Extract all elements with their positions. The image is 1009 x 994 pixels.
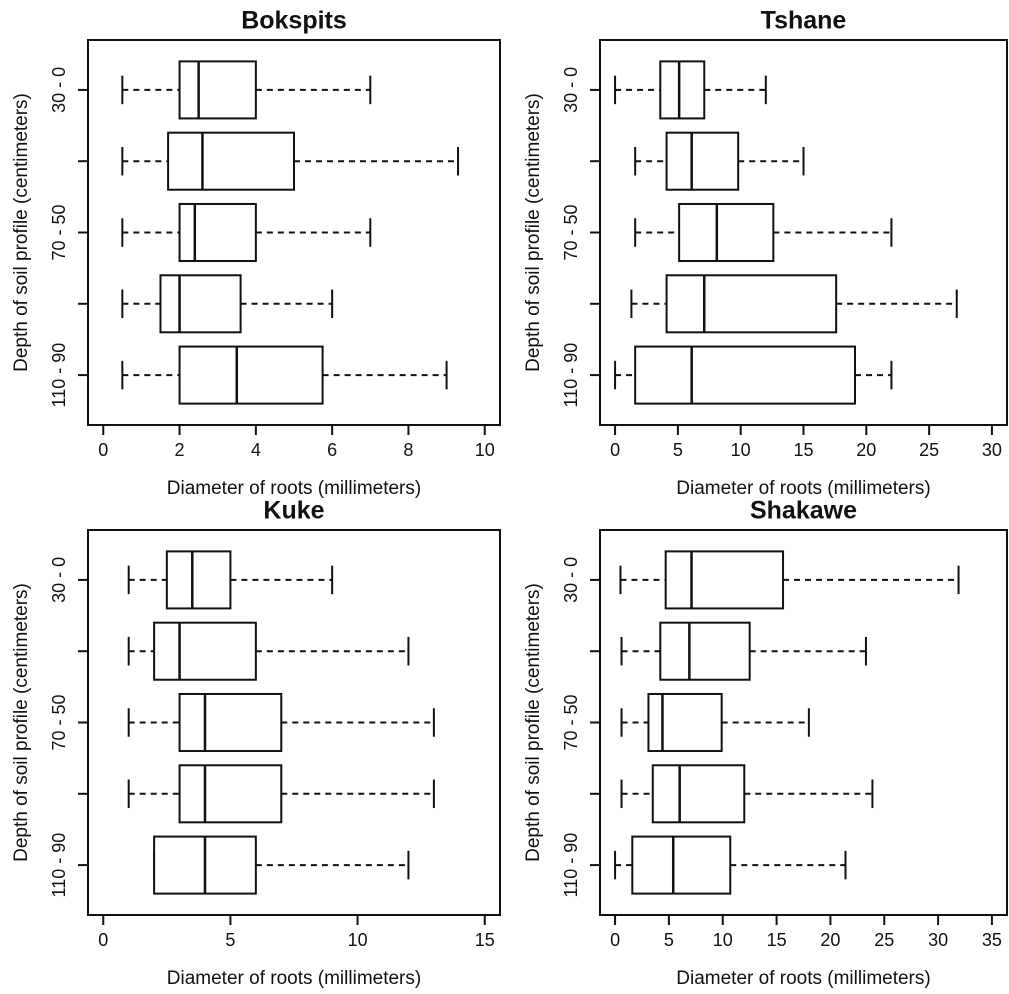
x-tick-label: 20	[820, 930, 840, 950]
box	[165, 550, 232, 610]
x-tick-label: 25	[919, 440, 939, 460]
y-tick-label: 70 - 50	[49, 694, 69, 750]
x-tick-label: 15	[475, 930, 495, 950]
x-tick-label: 8	[403, 440, 413, 460]
y-tick-label: 110 - 90	[49, 833, 69, 898]
y-tick-label: 110 - 90	[561, 833, 581, 898]
box	[665, 274, 838, 334]
box	[178, 764, 283, 824]
x-tick-label: 10	[713, 930, 733, 950]
x-tick-label: 0	[98, 440, 108, 460]
y-tick-label: 110 - 90	[561, 343, 581, 408]
x-tick-label: 4	[251, 440, 261, 460]
y-tick-label: 110 - 90	[49, 343, 69, 408]
y-axis-label: Depth of soil profile (centimeters)	[11, 583, 32, 862]
chart-title: Shakawe	[750, 497, 857, 525]
box	[153, 621, 257, 681]
x-tick-label: 5	[664, 930, 674, 950]
y-axis-label: Depth of soil profile (centimeters)	[11, 93, 32, 372]
x-tick-label: 10	[731, 440, 751, 460]
box	[159, 274, 242, 334]
x-tick-label: 30	[928, 930, 948, 950]
x-axis-label: Diameter of roots (millimeters)	[167, 968, 421, 989]
x-tick-label: 20	[856, 440, 876, 460]
x-tick-label: 30	[982, 440, 1002, 460]
chart-title: Tshane	[761, 7, 847, 35]
x-tick-label: 35	[982, 930, 1002, 950]
y-tick-label: 70 - 50	[49, 204, 69, 260]
box	[631, 835, 732, 895]
box	[651, 764, 746, 824]
y-axis-label: Depth of soil profile (centimeters)	[523, 583, 544, 862]
x-tick-label: 5	[225, 930, 235, 950]
y-tick-label: 30 - 0	[49, 557, 69, 603]
x-tick-label: 10	[348, 930, 368, 950]
chart-title: Kuke	[263, 497, 324, 525]
x-axis-label: Diameter of roots (millimeters)	[167, 478, 421, 499]
x-tick-label: 10	[475, 440, 495, 460]
box	[634, 345, 857, 405]
box	[664, 550, 785, 610]
box	[659, 621, 751, 681]
box	[647, 692, 723, 753]
box	[178, 202, 257, 263]
x-axis-label: Diameter of roots (millimeters)	[676, 968, 930, 989]
box	[678, 202, 775, 263]
x-tick-label: 6	[327, 440, 337, 460]
x-axis-label: Diameter of roots (millimeters)	[676, 478, 930, 499]
y-tick-label: 70 - 50	[561, 694, 581, 750]
y-tick-label: 70 - 50	[561, 204, 581, 260]
y-tick-label: 30 - 0	[49, 67, 69, 113]
y-tick-label: 30 - 0	[561, 67, 581, 113]
x-tick-label: 0	[98, 930, 108, 950]
box	[167, 131, 295, 191]
x-tick-label: 0	[610, 440, 620, 460]
x-tick-label: 25	[874, 930, 894, 950]
x-tick-label: 0	[610, 930, 620, 950]
x-tick-label: 15	[767, 930, 787, 950]
box	[659, 60, 706, 120]
x-tick-label: 15	[793, 440, 813, 460]
y-tick-label: 30 - 0	[561, 557, 581, 603]
chart-title: Bokspits	[241, 7, 347, 35]
x-tick-label: 2	[175, 440, 185, 460]
box	[665, 131, 740, 191]
y-axis-label: Depth of soil profile (centimeters)	[523, 93, 544, 372]
box	[178, 692, 283, 753]
box	[178, 60, 257, 120]
box	[178, 345, 324, 405]
x-tick-label: 5	[673, 440, 683, 460]
